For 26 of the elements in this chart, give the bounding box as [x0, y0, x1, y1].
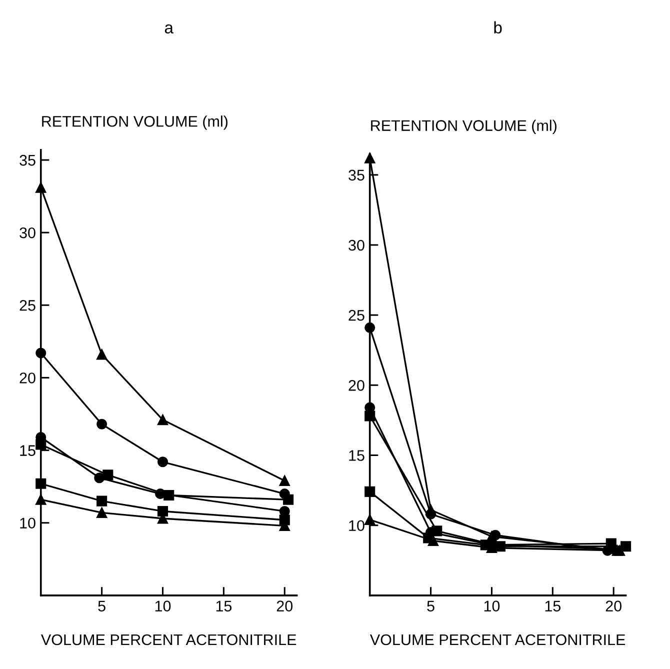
- chart-title: a: [164, 24, 174, 34]
- x-tick-label: 5: [427, 600, 434, 612]
- x-tick-label: 15: [545, 600, 561, 612]
- y-tick-label: 25: [20, 300, 36, 311]
- y-tick-label: 20: [20, 372, 36, 384]
- y-axis-title: RETENTION VOLUME (ml): [371, 120, 556, 134]
- x-tick-label: 15: [216, 600, 232, 612]
- y-tick-label: 15: [20, 445, 36, 456]
- y-tick-label: 10: [349, 520, 364, 532]
- y-tick-label: 15: [349, 450, 364, 461]
- x-tick-label: 10: [484, 600, 500, 612]
- y-axis-title: RETENTION VOLUME (ml): [42, 116, 228, 130]
- x-tick-label: 20: [276, 600, 293, 612]
- x-tick-label: 10: [155, 600, 171, 612]
- y-tick-label: 30: [20, 227, 36, 238]
- y-tick-label: 10: [20, 518, 36, 529]
- y-tick-label: 20: [348, 380, 364, 391]
- y-tick-label: 30: [348, 240, 364, 251]
- x-tick-label: 5: [98, 600, 106, 612]
- y-tick-label: 35: [348, 170, 364, 181]
- x-axis-title: VOLUME PERCENT ACETONITRILE: [40, 634, 296, 646]
- y-tick-label: 35: [20, 154, 36, 166]
- x-axis-title: VOLUME PERCENT ACETONITRILE: [370, 634, 626, 646]
- y-tick-label: 25: [348, 310, 364, 321]
- chart-title: b: [494, 21, 502, 34]
- x-tick-label: 20: [606, 600, 622, 612]
